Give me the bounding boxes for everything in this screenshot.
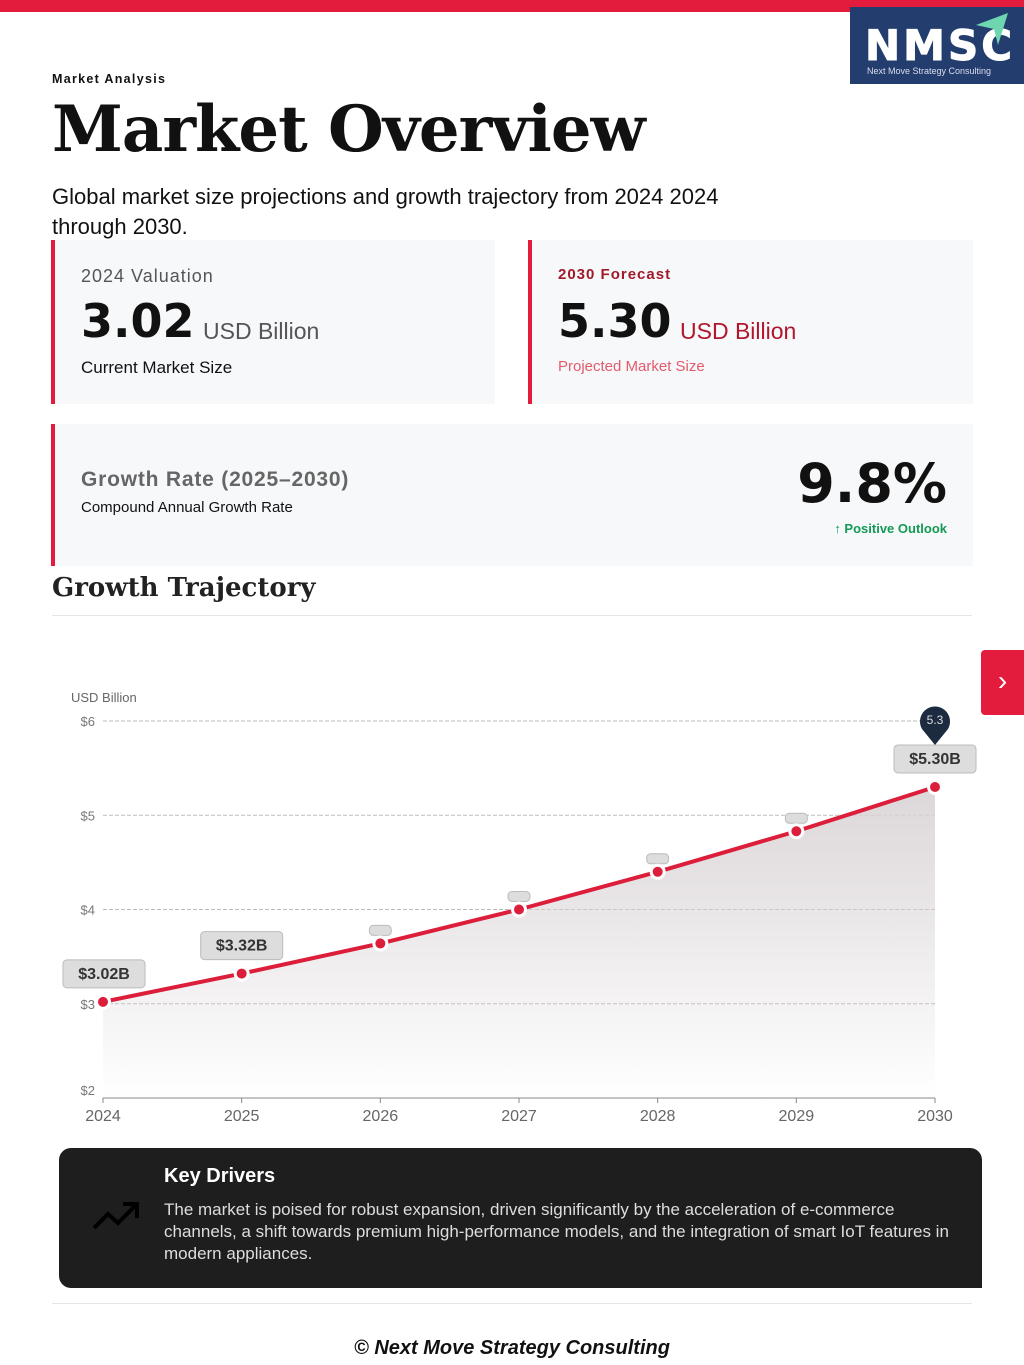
footer-copyright: © Next Move Strategy Consulting [354,1337,670,1359]
divider [52,1303,972,1304]
data-point[interactable] [649,863,666,880]
growth-card: Growth Rate (2025–2030) Compound Annual … [51,424,973,566]
x-tick-label: 2024 [85,1108,121,1125]
data-label-box [507,891,531,902]
y-tick-label: $3 [81,997,95,1012]
x-tick-label: 2026 [363,1108,399,1125]
next-button[interactable]: › [981,650,1024,715]
data-label-box [646,853,670,865]
data-point[interactable] [372,935,389,952]
tooltip-marker [920,706,950,745]
x-tick-label: 2029 [779,1108,815,1125]
card-desc: Current Market Size [81,358,233,377]
card-unit: USD Billion [680,318,797,344]
data-label: $3.02B [78,966,130,983]
data-label-box [368,924,392,936]
tooltip-value: 5.3 [927,713,944,727]
data-label: $5.30B [909,751,961,768]
top-accent-bar [0,0,1024,12]
data-point[interactable] [511,901,527,918]
y-axis-label: USD Billion [71,690,137,705]
eyebrow: Market Analysis [52,72,167,86]
card-label: Growth Rate (2025–2030) [81,468,350,491]
cagr-value: 9.8% [797,452,947,515]
section-title: Growth Trajectory [52,573,316,603]
nmsc-logo: NMSC Next Move Strategy Consulting [850,7,1024,84]
card-value: 5.30 [558,294,672,348]
divider [52,615,972,616]
drivers-title: Key Drivers [164,1165,276,1187]
x-tick-label: 2030 [917,1108,953,1125]
area-fill [103,786,935,1098]
card-value: 3.02 [81,294,195,348]
logo-tagline: Next Move Strategy Consulting [867,66,992,76]
key-drivers-panel: Key Drivers The market is poised for rob… [59,1148,982,1288]
logo-text: NMSC [864,21,1016,71]
card-label: 2024 Valuation [81,266,214,286]
data-label-box [784,812,808,824]
data-point[interactable] [233,965,250,982]
card-unit: USD Billion [203,318,320,344]
x-tick-label: 2025 [224,1108,260,1125]
data-label-box [62,959,146,989]
data-point[interactable] [927,778,943,795]
data-point[interactable] [788,823,805,840]
outlook-badge: ↑ Positive Outlook [834,521,947,536]
card-label: 2030 Forecast [558,266,672,283]
growth-chart: USD Billion $2 $3 $4 $5 $6 2024 2025 2026 2027 20… [62,690,977,1125]
x-tick-label: 2027 [501,1108,537,1125]
card-desc: Compound Annual Growth Rate [81,499,293,516]
y-tick-label: $6 [81,714,95,729]
trending-up-icon [92,1202,139,1230]
data-point[interactable] [95,993,111,1010]
y-tick-label: $2 [81,1083,95,1098]
y-tick-label: $5 [81,808,95,823]
y-tick-label: $4 [81,903,95,918]
arrow-logo-icon [976,13,1008,45]
data-label-box [200,931,284,961]
drivers-text: The market is poised for robust expansio… [164,1200,949,1263]
card-desc: Projected Market Size [558,358,705,375]
forecast-card: 2030 Forecast 5.30 USD Billion Projected… [528,240,973,404]
x-tick-label: 2028 [640,1108,676,1125]
page-subtitle: Global market size projections and growt… [52,184,719,239]
page-title: Market Overview [52,92,646,167]
valuation-card: 2024 Valuation 3.02 USD Billion Current … [51,240,495,404]
data-label: $3.32B [216,938,268,955]
